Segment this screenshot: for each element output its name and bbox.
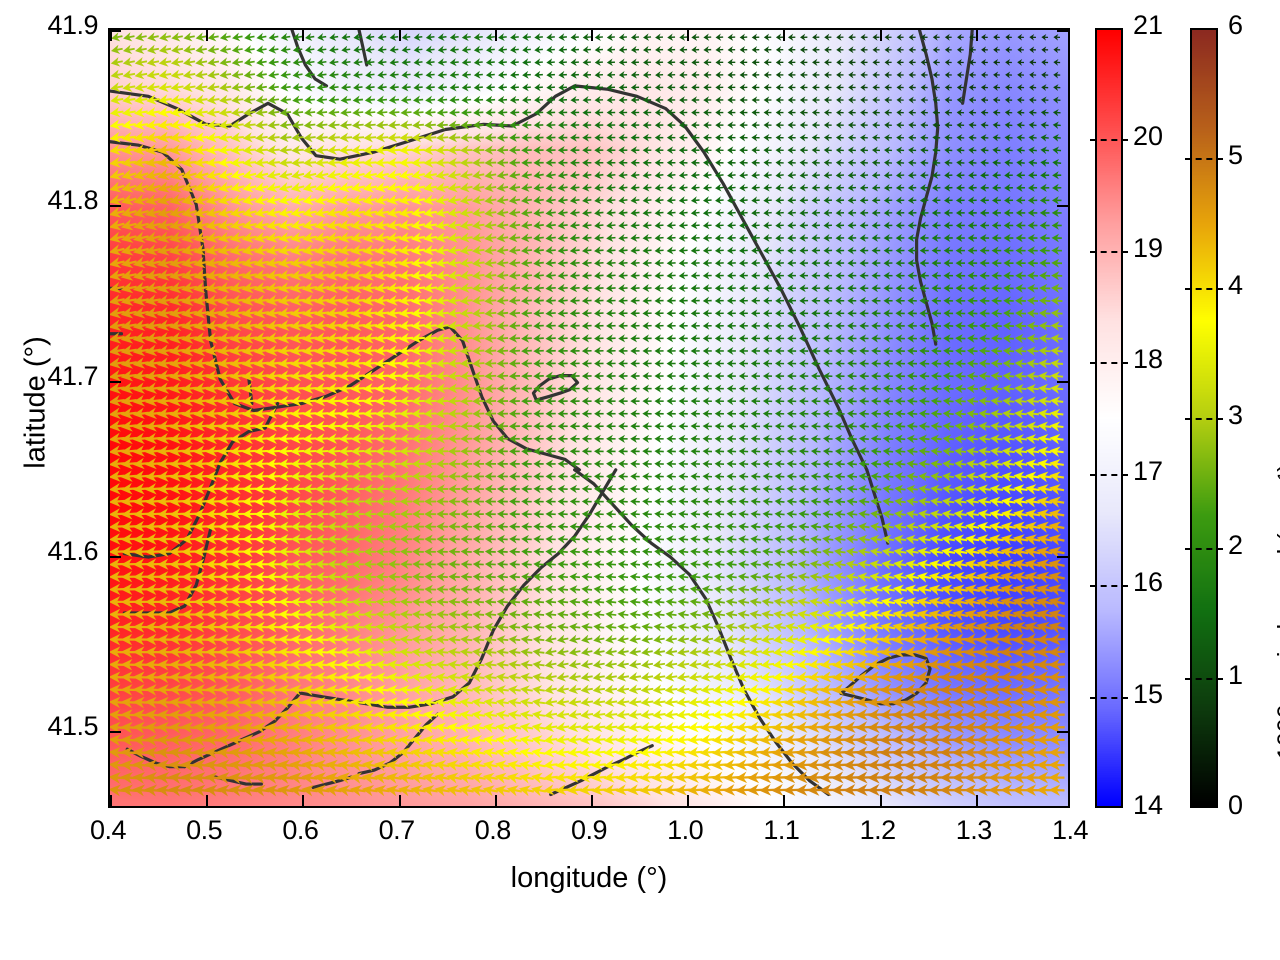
y-tick-mark bbox=[110, 380, 121, 383]
colorbar-tick-mark bbox=[1090, 362, 1128, 365]
x-tick-mark bbox=[975, 30, 978, 41]
colorbar-tick-label: 16 bbox=[1133, 567, 1164, 598]
x-tick-label: 1.4 bbox=[1051, 815, 1089, 845]
colorbar-tick-mark bbox=[1185, 548, 1223, 550]
x-axis-title: longitude (°) bbox=[510, 862, 668, 894]
colorbar-tick-mark bbox=[1185, 288, 1223, 290]
x-tick-mark bbox=[687, 30, 690, 41]
wind-arrows-layer bbox=[110, 32, 1066, 797]
colorbar-tick-label: 20 bbox=[1133, 121, 1164, 152]
y-axis-title: latitude (°) bbox=[19, 336, 52, 469]
temperature-colorbar bbox=[1095, 28, 1123, 808]
x-tick-mark bbox=[398, 30, 401, 41]
colorbar-tick-label: 6 bbox=[1228, 10, 1244, 40]
colorbar-tick-label: 19 bbox=[1133, 232, 1164, 263]
colorbar-tick-mark bbox=[1090, 250, 1128, 253]
x-tick-label: 1.2 bbox=[859, 815, 897, 845]
colorbar-tick-label: 3 bbox=[1228, 400, 1244, 430]
x-tick-mark bbox=[110, 795, 112, 806]
y-tick-mark bbox=[1057, 731, 1068, 734]
x-tick-mark bbox=[494, 795, 497, 806]
colorbar-tick-label: 17 bbox=[1133, 455, 1164, 486]
colorbar-tick-label: 15 bbox=[1133, 678, 1164, 709]
colorbar-tick-mark bbox=[1090, 139, 1128, 142]
x-tick-label: 0.4 bbox=[89, 815, 127, 845]
colorbar-tick-label: 5 bbox=[1228, 140, 1244, 170]
colorbar-tick-label: 4 bbox=[1228, 270, 1244, 300]
x-tick-label: 1.3 bbox=[955, 815, 993, 845]
x-tick-mark bbox=[879, 795, 882, 806]
x-tick-mark bbox=[591, 795, 593, 806]
colorbar-tick-label: 2 bbox=[1228, 530, 1244, 560]
x-tick-mark bbox=[206, 30, 209, 41]
y-tick-label: 41.9 bbox=[47, 10, 98, 40]
colorbar-tick-mark bbox=[1185, 418, 1223, 420]
x-tick-mark bbox=[494, 30, 497, 41]
y-tick-mark bbox=[1057, 380, 1068, 383]
y-tick-mark bbox=[1057, 555, 1068, 558]
x-tick-label: 1.1 bbox=[763, 815, 800, 845]
map-plot-area bbox=[108, 28, 1070, 808]
colorbar-tick-label: 14 bbox=[1133, 790, 1164, 820]
y-tick-label: 41.8 bbox=[47, 185, 98, 216]
colorbar-tick-mark bbox=[1090, 585, 1128, 588]
colorbar-tick-mark bbox=[1185, 678, 1223, 680]
x-tick-mark bbox=[975, 795, 978, 806]
y-tick-mark bbox=[110, 555, 121, 558]
y-tick-label: 41.5 bbox=[47, 711, 98, 742]
x-tick-label: 0.6 bbox=[282, 815, 319, 845]
x-tick-mark bbox=[879, 30, 882, 41]
x-tick-mark bbox=[591, 30, 593, 41]
colorbar-tick-mark bbox=[1185, 158, 1223, 160]
x-tick-mark bbox=[398, 795, 401, 806]
colorbar-tick-label: 18 bbox=[1133, 344, 1164, 375]
y-tick-mark bbox=[110, 731, 121, 734]
y-tick-mark bbox=[110, 30, 121, 32]
x-tick-label: 0.7 bbox=[378, 815, 416, 845]
x-tick-mark bbox=[783, 795, 786, 806]
colorbar-tick-mark bbox=[1090, 696, 1128, 699]
colorbar-tick-mark bbox=[1090, 473, 1128, 476]
x-tick-mark bbox=[783, 30, 786, 41]
x-tick-mark bbox=[110, 30, 112, 41]
y-tick-mark bbox=[1057, 205, 1068, 208]
x-tick-label: 1.0 bbox=[667, 815, 704, 845]
y-tick-mark bbox=[110, 205, 121, 208]
y-tick-label: 41.6 bbox=[47, 535, 98, 566]
x-tick-mark bbox=[206, 795, 209, 806]
colorbar-tick-label: 21 bbox=[1133, 10, 1164, 40]
x-tick-label: 0.8 bbox=[474, 815, 512, 845]
x-tick-mark bbox=[687, 795, 690, 806]
y-tick-mark bbox=[1057, 30, 1068, 32]
x-tick-mark bbox=[302, 795, 305, 806]
colorbar-tick-label: 0 bbox=[1228, 790, 1244, 820]
x-tick-label: 0.5 bbox=[186, 815, 223, 845]
windspeed-colorbar-title: 1000m-wind speed (m s⁻¹) bbox=[1273, 463, 1280, 760]
y-tick-label: 41.7 bbox=[47, 360, 98, 391]
colorbar-tick-label: 1 bbox=[1228, 660, 1244, 690]
x-tick-mark bbox=[302, 30, 305, 41]
x-tick-label: 0.9 bbox=[570, 815, 608, 845]
